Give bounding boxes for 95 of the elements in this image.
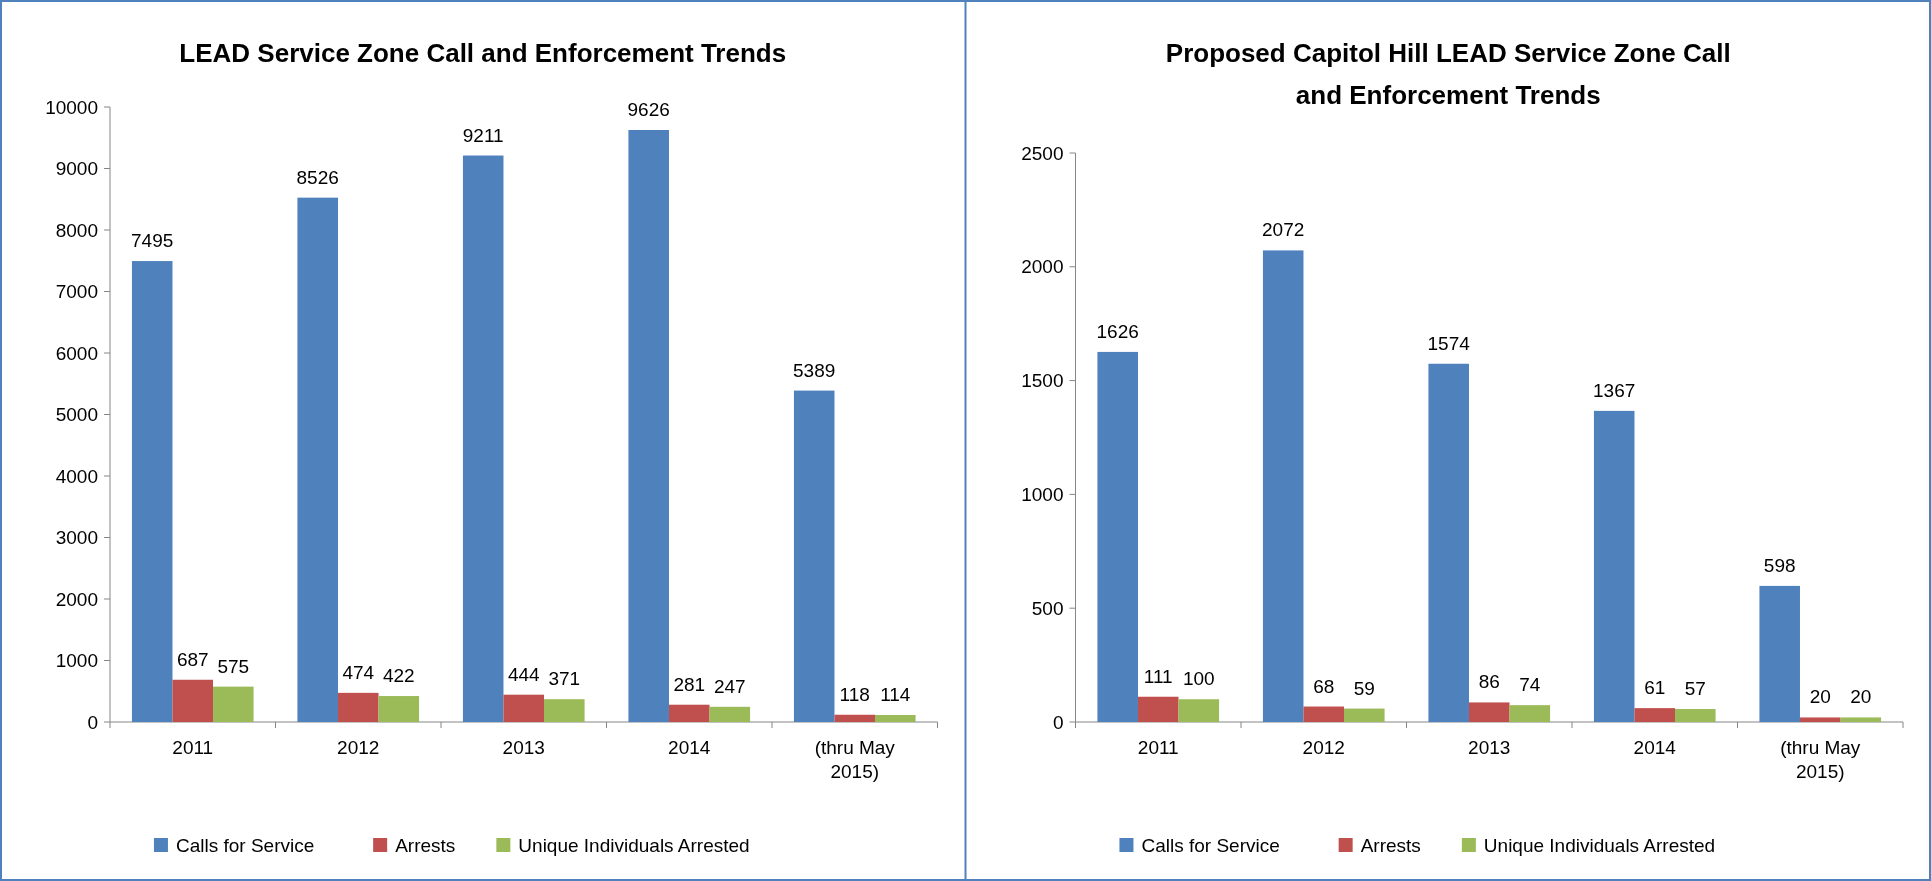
y-tick-label: 500	[1031, 597, 1064, 619]
x-tick-label: 2011	[1137, 737, 1179, 758]
bar	[337, 692, 379, 722]
data-label: 371	[548, 668, 581, 690]
y-tick-label: 1000	[1021, 484, 1064, 506]
data-label: 8526	[296, 166, 339, 188]
y-tick-label: 5000	[55, 404, 98, 426]
data-label: 20	[1809, 686, 1831, 708]
data-label: 9211	[462, 124, 504, 146]
legend-label: Calls for Service	[175, 834, 315, 856]
legend-label: Arrests	[395, 834, 456, 856]
legend-label: Unique Individuals Arrested	[518, 834, 750, 856]
legend-label: Unique Individuals Arrested	[1483, 834, 1716, 856]
y-tick-label: 1000	[55, 650, 98, 672]
y-tick-label: 3000	[55, 527, 98, 549]
bar	[1799, 717, 1841, 722]
bar	[709, 706, 751, 722]
data-label: 474	[342, 661, 375, 683]
x-tick-label: 2012	[337, 737, 380, 758]
data-label: 422	[382, 665, 415, 687]
data-label: 111	[1143, 665, 1173, 687]
x-tick-label: 2011	[172, 737, 214, 758]
legend-label: Calls for Service	[1141, 834, 1280, 856]
bar	[793, 390, 835, 722]
bar	[544, 699, 585, 722]
data-label: 687	[176, 648, 209, 670]
bar	[1178, 699, 1220, 722]
chart-title: Proposed Capitol Hill LEAD Service Zone Call and Enforcement Trends	[1165, 38, 1731, 110]
y-tick-label: 0	[87, 711, 98, 733]
y-tick-label: 6000	[55, 342, 98, 364]
y-tick-label: 10000	[45, 96, 98, 118]
bar	[1428, 363, 1469, 722]
y-tick-label: 1500	[1021, 370, 1064, 392]
data-label: 1626	[1096, 320, 1139, 342]
x-tick-label: 2014	[668, 737, 711, 758]
bar	[1840, 717, 1882, 722]
data-label: 20	[1850, 686, 1872, 708]
data-label: 598	[1763, 554, 1796, 576]
bar	[1634, 708, 1676, 722]
bar	[462, 155, 504, 722]
chart-title: LEAD Service Zone Call and Enforcement Trends	[179, 38, 787, 68]
bar	[297, 197, 338, 722]
bar	[1097, 351, 1138, 722]
bar	[172, 679, 214, 722]
y-tick-label: 2000	[55, 588, 98, 610]
data-label: 86	[1478, 671, 1500, 693]
x-tick-label: 2013	[1468, 737, 1511, 758]
bar	[628, 130, 669, 722]
data-label: 57	[1684, 678, 1706, 700]
legend-label: Arrests	[1360, 834, 1421, 856]
bar	[1262, 250, 1304, 722]
bar	[834, 714, 876, 722]
data-label: 61	[1644, 677, 1666, 699]
bar	[131, 261, 173, 722]
bar	[1593, 410, 1635, 722]
bar	[1344, 708, 1385, 722]
data-label: 100	[1182, 668, 1215, 690]
y-tick-label: 2000	[1021, 256, 1064, 278]
data-label: 7495	[131, 230, 174, 252]
x-tick-label: 2013	[502, 737, 545, 758]
x-tick-label: 2012	[1302, 737, 1345, 758]
bar	[378, 696, 420, 722]
x-tick-label: (thru May 2015)	[1780, 737, 1861, 782]
bar	[875, 714, 916, 722]
y-tick-label: 7000	[55, 281, 98, 303]
bar	[1509, 705, 1551, 722]
data-label: 5389	[793, 359, 836, 381]
data-label: 247	[713, 675, 746, 697]
bar	[213, 686, 254, 722]
bar	[1759, 585, 1800, 722]
y-tick-label: 0	[1052, 711, 1064, 733]
data-label: 114	[880, 683, 911, 705]
y-tick-label: 9000	[55, 158, 98, 180]
bar	[503, 694, 545, 722]
data-label: 9626	[627, 99, 670, 120]
bar	[668, 704, 710, 722]
data-label: 444	[507, 663, 541, 685]
bar	[1675, 709, 1716, 722]
y-tick-label: 2500	[1021, 142, 1064, 164]
bar	[1468, 702, 1510, 722]
data-label: 281	[673, 673, 706, 695]
data-label: 2072	[1262, 219, 1305, 241]
x-tick-label: 2014	[1633, 737, 1677, 758]
y-tick-label: 4000	[55, 465, 98, 487]
data-label: 1367	[1593, 379, 1636, 401]
x-tick-label: (thru May 2015)	[814, 737, 896, 782]
bar	[1137, 696, 1179, 722]
data-label: 68	[1313, 675, 1335, 697]
data-label: 74	[1519, 674, 1541, 696]
data-label: 575	[217, 655, 250, 677]
data-label: 118	[839, 683, 870, 705]
y-tick-label: 8000	[55, 219, 98, 241]
bar	[1303, 706, 1345, 722]
data-label: 59	[1353, 677, 1375, 699]
data-label: 1574	[1427, 332, 1471, 354]
